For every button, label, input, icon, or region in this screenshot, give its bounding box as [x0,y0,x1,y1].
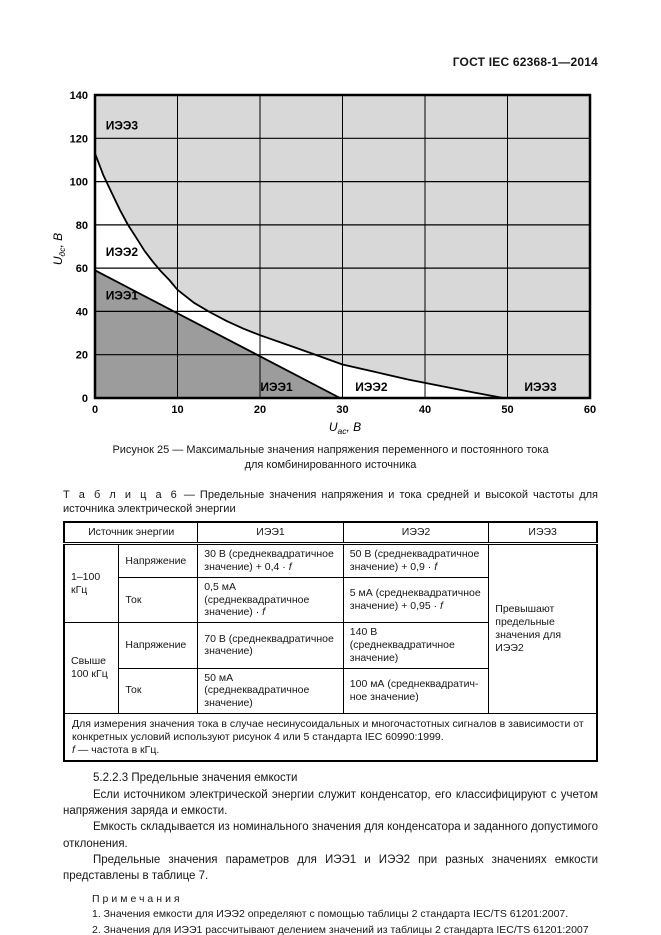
y-tick-label: 140 [70,90,88,102]
x-axis-label: Uас, В [329,420,361,436]
region-label: ИЭЭ3 [106,119,139,133]
x-tick-label: 50 [501,404,513,416]
running-header: ГОСТ IEC 62368-1—2014 [452,55,598,69]
section-heading: 5.2.2.3 Предельные значения емкости [93,772,298,785]
paragraph: Если источником электрической энергии сл… [63,788,598,817]
x-tick-label: 10 [171,404,183,416]
table-row: 1–100 кГц Напряжение 30 В (среднеквадрат… [63,543,598,714]
es2-value-cell: 140 В (среднеквадратичное значение) [342,622,490,669]
table-footnote-frequency: f — частота в кГц. [72,743,160,756]
es1-es2-boundary-line [94,269,341,399]
table-6-header-row: Источник энергии ИЭЭ1 ИЭЭ2 ИЭЭ3 [63,521,598,546]
figure-caption-line2: для комбинированного источника [244,459,417,472]
figure-caption-line1: Рисунок 25 — Максимальные значения напря… [112,444,549,456]
table-6-header-es2: ИЭЭ2 [342,521,490,546]
y-tick-label: 0 [82,393,88,405]
es2-value-cell: 5 мА (среднеквадратичное значение) + 0,9… [342,576,490,624]
note-item: 2. Значения для ИЭЭ1 рассчитывают делени… [92,924,589,935]
region-label: ИЭЭ1 [106,289,139,303]
plot-border [93,93,592,400]
table-6-header-es1: ИЭЭ1 [197,521,344,546]
figure-25: 0 10 20 30 40 50 60 0 20 40 60 80 100 120 140 ИЭЭ3 ИЭЭ2 И… [50,87,661,439]
figure-25-caption: Рисунок 25 — Максимальные значения напря… [40,443,621,474]
es3-note-cell: Превышают предельные значения для ИЭЭ2 [488,543,598,714]
x-tick-label: 40 [419,404,431,416]
freq-band-cell: Свыше 100 кГц [63,622,120,714]
es1-value-cell: 70 В (среднеквадратичное значение) [197,622,344,669]
x-tick-label: 20 [254,404,266,416]
param-cell: Ток [118,667,199,714]
paragraph: Емкость складывается из номинального зна… [63,821,598,850]
es1-value-cell: 50 мА (среднеквадратичное значение) [197,667,344,714]
region-label: ИЭЭ2 [106,245,139,259]
region-label: ИЭЭ1 [260,380,293,394]
table-row: Ток 50 мА (среднеквадратичное значение) … [64,667,597,714]
x-tick-label: 30 [336,404,348,416]
y-tick-label: 20 [76,350,88,362]
x-tick-label: 0 [92,404,98,416]
notes-block: Примечания 1. Значения емкости для ИЭЭ2 … [63,892,598,935]
section-5-2-2-3: 5.2.2.3 Предельные значения емкости Если… [63,770,598,884]
y-axis-label: Uдс, В [51,233,67,265]
table-footnote-cell: Для измерения значения тока в случае нес… [63,712,598,762]
es2-value-cell: 100 мА (среднеквадратич­ное значение) [342,667,490,714]
table-6-header-es3: ИЭЭ3 [488,521,598,546]
x-tick-label: 60 [584,404,596,416]
region-label: ИЭЭ2 [355,380,388,394]
es2-value-cell: 50 В (среднеквадратичное значение) + 0,9… [342,543,490,578]
table-row: Ток 0,5 мА (среднеквадратичное значение)… [64,576,597,624]
param-cell: Ток [118,576,199,624]
table-row: Свыше 100 кГц Напряжение 70 В (среднеква… [63,622,597,714]
table-footnote-text: Для измерения значения тока в случае нес… [72,717,584,743]
es1-value-cell: 0,5 мА (среднеквадратичное значение) · f [197,576,344,624]
y-tick-label: 40 [76,306,88,318]
freq-band-cell: 1–100 кГц [63,543,120,624]
param-cell: Напряжение [118,622,199,669]
es2-es3-boundary-curve [94,153,504,399]
table-6-title-text: — Предельные значения напряжения и тока … [63,488,598,516]
es1-value-cell: 30 В (среднеквадратичное значение) + 0,4… [197,543,344,578]
y-tick-label: 60 [76,263,88,275]
y-tick-label: 100 [70,177,88,189]
table-6-header-source: Источник энергии [63,521,199,546]
region-label: ИЭЭ3 [524,380,557,394]
plot-layer: 0 10 20 30 40 50 60 0 20 40 60 80 100 120 140 ИЭЭ3 ИЭЭ2 И… [70,90,596,416]
paragraph: Предельные значения параметров для ИЭЭ1 … [63,853,598,883]
notes-heading: Примечания [92,892,183,905]
table-6: Источник энергии ИЭЭ1 ИЭЭ2 ИЭЭ3 1–100 кГ… [63,521,598,763]
y-tick-label: 120 [70,133,88,145]
y-tick-label: 80 [76,220,88,232]
param-cell: Напряжение [118,543,199,578]
figure-25-chart: 0 10 20 30 40 50 60 0 20 40 60 80 100 120 140 ИЭЭ3 ИЭЭ2 И… [51,90,596,436]
table-6-title: Т а б л и ц а 6 — Предельные значения на… [63,488,598,517]
table-footnote-row: Для измерения значения тока в случае нес… [63,712,598,762]
table-6-title-prefix: Т а б л и ц а 6 [63,488,179,501]
note-item: 1. Значения емкости для ИЭЭ2 определяют … [92,908,569,921]
